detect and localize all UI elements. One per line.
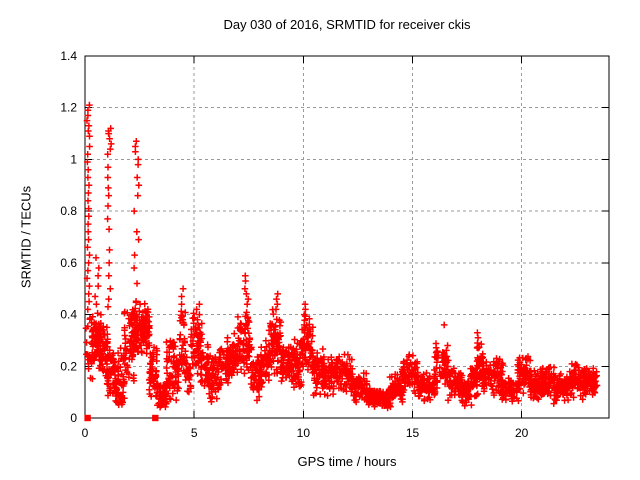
x-tick-label: 5 <box>191 426 198 440</box>
y-tick-label: 1.2 <box>60 101 77 115</box>
y-tick-label: 0.4 <box>60 308 77 322</box>
axis-ticks <box>84 55 609 419</box>
y-tick-label: 1 <box>70 152 77 166</box>
x-axis-label: GPS time / hours <box>297 454 397 469</box>
outlier-square-marker <box>152 414 159 422</box>
x-tick-label: 10 <box>297 426 311 440</box>
gridlines <box>85 56 609 418</box>
x-tick-label: 15 <box>406 426 420 440</box>
x-tick-label: 0 <box>82 426 89 440</box>
x-tick-label: 20 <box>515 426 529 440</box>
y-tick-label: 0 <box>70 411 77 425</box>
outlier-square-marker <box>84 414 91 422</box>
plot-border <box>84 55 610 419</box>
scatter-points <box>82 101 601 412</box>
y-tick-label: 1.4 <box>60 49 77 63</box>
y-tick-label: 0.6 <box>60 256 77 270</box>
y-axis-label: SRMTID / TECUs <box>18 185 34 289</box>
y-tick-label: 0.8 <box>60 204 77 218</box>
y-tick-label: 0.2 <box>60 359 77 373</box>
chart-title: Day 030 of 2016, SRMTID for receiver cki… <box>223 17 471 32</box>
